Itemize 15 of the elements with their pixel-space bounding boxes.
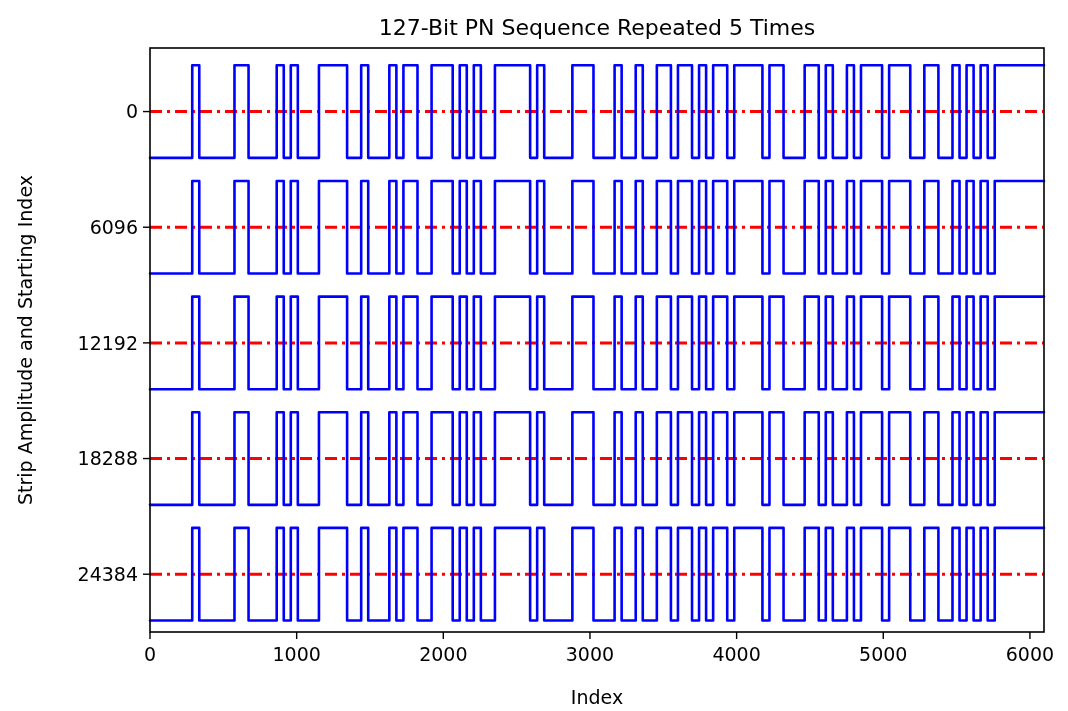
- x-axis-title: Index: [570, 686, 624, 708]
- y-tick-label: 12192: [77, 331, 138, 354]
- y-tick-label: 6096: [89, 215, 138, 238]
- x-tick-label: 0: [143, 643, 157, 665]
- x-tick-label: 4000: [712, 643, 761, 665]
- x-tick-label: 6000: [1005, 643, 1055, 665]
- x-tick-label: 2000: [419, 643, 468, 665]
- chart-title: 127-Bit PN Sequence Repeated 5 Times: [378, 15, 816, 40]
- x-tick-label: 5000: [859, 643, 908, 665]
- x-tick-label: 1000: [272, 643, 321, 665]
- y-axis-title: Strip Amplitude and Starting Index: [14, 174, 36, 506]
- y-tick-label: 0: [125, 100, 138, 123]
- x-tick-label: 3000: [565, 643, 615, 665]
- y-tick-label: 24384: [77, 562, 138, 585]
- y-tick-label: 18288: [77, 447, 138, 470]
